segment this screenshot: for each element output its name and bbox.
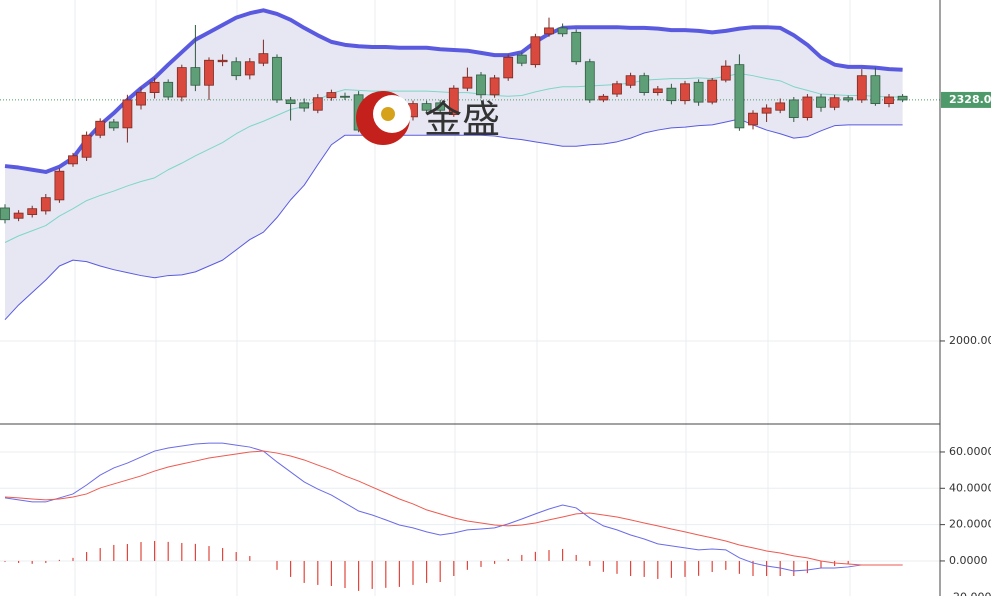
y-tick-label: 20.0000 [949,518,991,531]
candle-body [40,197,51,212]
candle-body [231,61,242,77]
candle-body [503,56,514,79]
candle-body [897,95,908,101]
y-tick-label: 40.0000 [949,481,991,494]
candle-body [693,81,704,103]
candle-body [856,75,867,101]
watermark: 金盛 [424,98,500,142]
candle-body [598,95,609,101]
candle-body [421,103,432,111]
candle-body [652,88,663,93]
candle-body [285,99,296,105]
candle-body [544,27,554,35]
band-line [4,8,903,174]
candle-body [748,112,758,126]
candle-body [435,102,446,111]
candle-body [54,170,65,201]
candle-body [802,96,813,118]
candle-body [870,75,881,105]
candle-body [163,81,174,98]
candle-body [625,75,636,86]
candle-body [68,155,78,165]
candle-body [312,97,323,111]
candle-body [476,74,486,96]
macd-line [4,450,903,566]
y-tick-label: -20.0000 [949,590,991,596]
candle-body [81,134,92,158]
candle-body [217,59,228,63]
logo-dot [381,107,395,121]
candle-body [571,31,582,63]
macd-line [4,442,903,572]
candle-body [204,59,214,86]
candle-body [666,87,677,102]
candle-body [340,95,350,98]
candle-body [761,107,772,114]
last-price-box [941,91,991,108]
candle-body [557,27,568,35]
candle-body [516,54,527,64]
last-price-label: 2328.02 [949,93,991,106]
candle-body [584,61,595,101]
candle-body [788,99,799,118]
candle-body [176,67,187,98]
candle-body [612,83,622,95]
logo: 金盛 [356,91,500,145]
candle-body [734,64,745,129]
candle-body [108,121,119,129]
plot [0,8,940,591]
candle-body [149,81,160,93]
y-tick-label: 60.0000 [949,445,991,458]
candle-body [720,65,731,81]
candle-body [489,77,500,96]
candle-body [448,87,459,116]
candle-body [122,99,133,129]
candle-body [530,36,541,66]
candle-body [272,56,282,101]
candle-body [326,92,337,99]
candle-body [95,120,106,136]
candle-body [27,208,38,215]
candle-body [13,212,24,219]
candle-body [258,53,269,64]
candle-body [190,67,201,86]
candle-body [244,61,255,76]
candle-body [136,92,146,106]
candle-body [843,97,854,101]
candle-body [707,79,718,103]
band-fill [5,10,903,320]
candle-body [0,207,10,221]
candle-body [462,76,473,89]
y-tick-label: 2000.00 [949,334,991,347]
candle-body [884,96,894,105]
candle-body [775,102,786,111]
candle-body [829,97,840,108]
y-tick-label: 0.0000 [949,554,988,567]
candle-body [639,75,650,93]
candle-body [299,102,310,109]
candle-body [680,83,690,102]
candle-body [816,96,826,108]
